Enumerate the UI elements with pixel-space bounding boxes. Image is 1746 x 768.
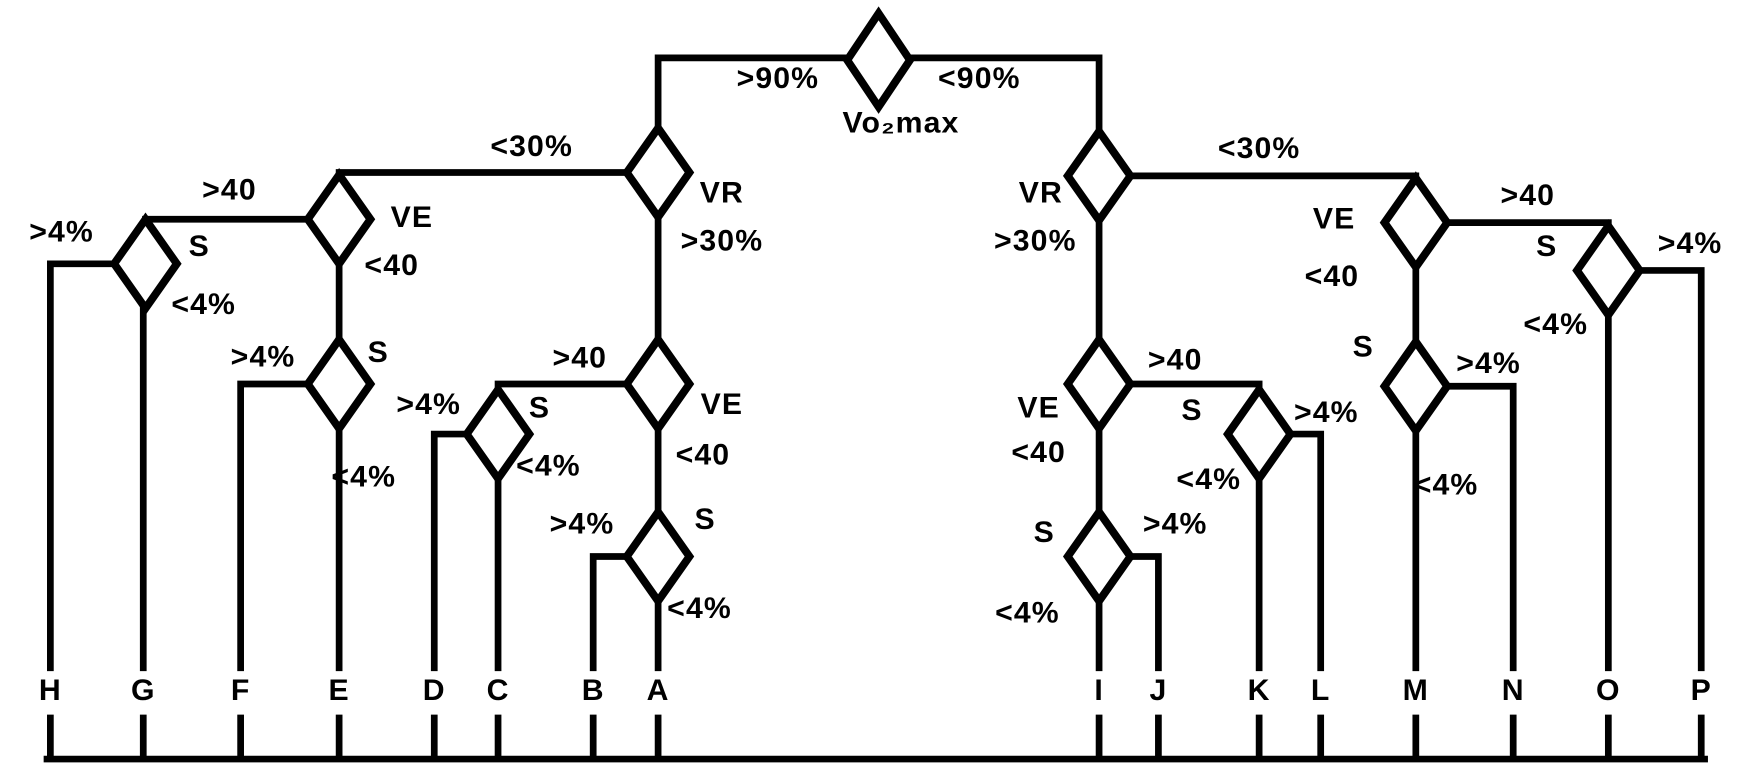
branch-label: >4%	[1658, 227, 1723, 260]
node-label: VE	[1313, 202, 1356, 235]
branch-label: <4%	[995, 596, 1060, 629]
leaf-label: C	[487, 674, 510, 707]
branch-label: <40	[676, 438, 731, 471]
leaf-label: J	[1149, 674, 1167, 707]
leaf-label: H	[39, 674, 62, 707]
diamonds	[109, 6, 1645, 608]
diamond	[621, 505, 695, 608]
leaf-label: P	[1691, 674, 1712, 707]
branch-label: <40	[1305, 260, 1360, 293]
leaf-label: I	[1094, 674, 1104, 707]
leaf-label: M	[1403, 674, 1429, 707]
diamond	[1572, 219, 1645, 322]
diamond	[1062, 124, 1136, 228]
node-label: S	[368, 336, 389, 369]
leaf-label: K	[1248, 674, 1271, 707]
branch-label: <90%	[938, 62, 1021, 95]
branch-label: >4%	[396, 388, 461, 421]
branch-label: <4%	[667, 592, 732, 625]
diamond	[461, 382, 535, 486]
branch-label: >90%	[737, 62, 820, 95]
branch-label: >4%	[1294, 396, 1359, 429]
diamond	[1379, 334, 1452, 438]
node-label: S	[189, 230, 210, 263]
tree-lines	[43, 54, 1708, 763]
branch-label: <30%	[1218, 132, 1301, 165]
branch-label: >4%	[1456, 347, 1521, 380]
branch-label: <40	[1011, 436, 1066, 469]
diamond	[621, 332, 695, 436]
branch-label: >4%	[231, 340, 296, 373]
node-label: VR	[1019, 177, 1063, 210]
diamond	[303, 167, 376, 271]
leaf-label: G	[131, 674, 156, 707]
node-label: VE	[391, 201, 434, 234]
leaves: H G F E D C B A I J K L M N O P	[39, 674, 1712, 707]
diamond	[842, 6, 915, 114]
branch-label: <40	[364, 249, 419, 282]
branch-label: <4%	[1176, 463, 1241, 496]
branch-label: >4%	[29, 216, 94, 249]
branch-label: >30%	[994, 225, 1077, 258]
branch-label: <4%	[331, 461, 396, 494]
node-label: S	[1034, 516, 1055, 549]
branch-label: <4%	[1523, 308, 1588, 341]
leaf-label: A	[647, 674, 670, 707]
diamond	[109, 212, 182, 316]
branch-label: <4%	[171, 288, 236, 321]
branch-label: >40	[1148, 344, 1203, 377]
leaf-label: E	[328, 674, 349, 707]
leaf-label: F	[231, 674, 251, 707]
diamond	[621, 121, 695, 224]
branch-label: >40	[1500, 179, 1555, 212]
branch-label: <4%	[1414, 468, 1479, 501]
node-label: VR	[700, 177, 744, 210]
leaf-label: O	[1596, 674, 1621, 707]
leaf-label: N	[1502, 674, 1525, 707]
diamond	[1379, 171, 1452, 274]
leaf-label: D	[423, 674, 446, 707]
labels: >90% <90% Vo₂max VR <30% >30% VE >40 <40…	[29, 62, 1723, 629]
branch-label: >4%	[550, 507, 615, 540]
node-label: VE	[701, 388, 744, 421]
branch-label: >40	[202, 173, 257, 206]
node-label: Vo₂max	[842, 107, 959, 140]
leaf-label: L	[1311, 674, 1331, 707]
diamond	[1062, 505, 1136, 608]
diamond	[1062, 332, 1136, 436]
branch-label: <4%	[516, 449, 581, 482]
branch-label: >4%	[1143, 507, 1208, 540]
branch-label: >40	[552, 342, 607, 375]
node-label: VE	[1017, 392, 1060, 425]
node-label: S	[694, 503, 715, 536]
branch-label: <30%	[490, 130, 573, 163]
node-label: S	[1536, 230, 1557, 263]
diamond	[1223, 382, 1296, 486]
diamond	[303, 332, 376, 436]
node-label: S	[1181, 394, 1202, 427]
branch-label: >30%	[681, 225, 764, 258]
node-label: S	[1353, 330, 1374, 363]
node-label: S	[529, 392, 550, 425]
leaf-label: B	[582, 674, 605, 707]
